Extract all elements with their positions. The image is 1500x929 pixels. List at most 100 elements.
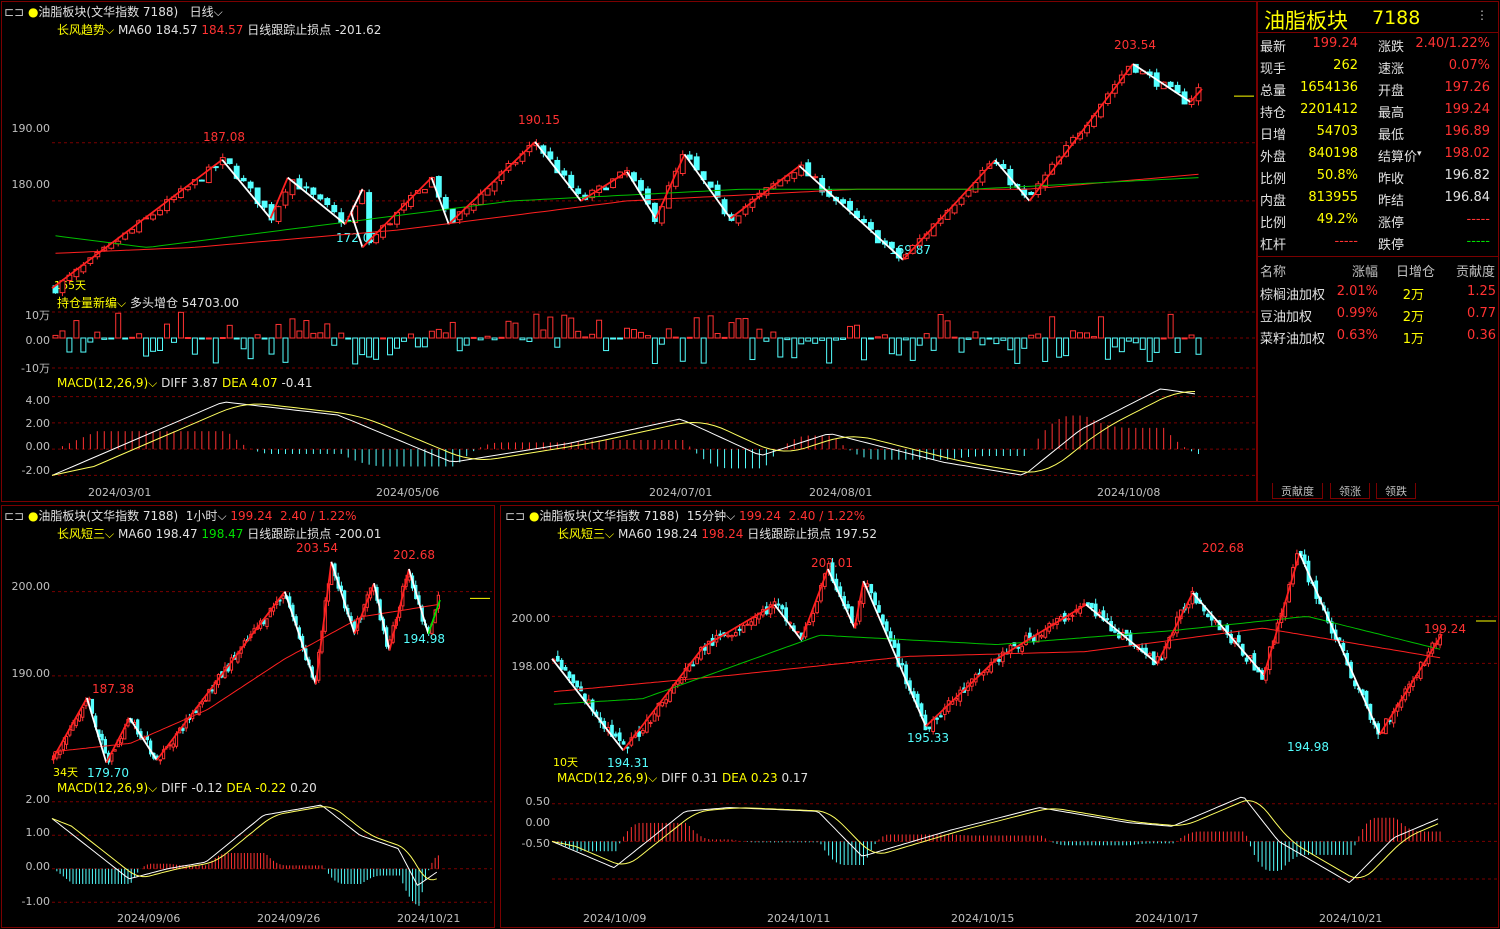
oi-bar xyxy=(575,330,582,339)
indicator-select[interactable]: 长风趋势⌵ xyxy=(57,23,115,37)
oi-bar xyxy=(296,330,303,339)
macd-tick: 4.00 xyxy=(25,394,51,407)
candle-body xyxy=(603,187,610,191)
ma-line-green xyxy=(553,616,1441,705)
indicator-select[interactable]: 长风短三⌵ xyxy=(57,527,115,541)
candle-body xyxy=(449,208,456,223)
tab-top-gainers[interactable]: 领涨 xyxy=(1330,483,1370,499)
candle-body xyxy=(873,592,877,606)
m15-chart-panel[interactable] xyxy=(500,505,1499,928)
window-toggle-icon[interactable]: ⊏⊐ xyxy=(505,509,526,523)
quote-label: 速涨 xyxy=(1378,62,1405,77)
candle-body xyxy=(648,721,653,724)
trough-label: 194.98 xyxy=(403,632,445,646)
oi-bar xyxy=(1014,337,1021,364)
candle-body xyxy=(958,197,965,205)
daily-macd-line: MACD(12,26,9)⌵ DIFF 3.87 DEA 4.07 -0.41 xyxy=(57,376,313,394)
candle-body xyxy=(1101,610,1106,621)
trend-line xyxy=(1298,552,1381,735)
hourly-macd-chart[interactable] xyxy=(51,795,492,909)
oi-bar xyxy=(561,314,568,339)
table-row[interactable]: 棕榈油加权 2.01% 2万 1.25 xyxy=(1260,284,1496,303)
m15-macd-chart[interactable] xyxy=(551,785,1498,909)
oi-chart[interactable] xyxy=(52,308,1256,372)
oi-bar xyxy=(637,331,644,339)
candle-body xyxy=(281,595,285,600)
oi-bar xyxy=(428,330,435,339)
oi-bar xyxy=(1077,332,1084,339)
tab-contribution[interactable]: 贡献度 xyxy=(1272,483,1323,499)
hourly-chart-panel[interactable] xyxy=(1,505,495,928)
oi-bar xyxy=(101,337,108,340)
oi-bar xyxy=(352,337,359,365)
settings-icon[interactable]: ⋮ xyxy=(1476,8,1488,22)
oi-bar xyxy=(986,337,993,340)
hourly-price-chart[interactable] xyxy=(51,541,492,777)
oi-bar xyxy=(902,337,909,341)
period-select[interactable]: 日线⌵ xyxy=(189,5,223,19)
trend-line xyxy=(86,697,108,763)
trend-line xyxy=(626,171,657,219)
trend-line xyxy=(430,177,450,225)
diff-line xyxy=(551,796,1439,884)
oi-indicator-select[interactable]: 持仓量新编⌵ xyxy=(57,296,127,310)
quote-value: 813955 xyxy=(1308,190,1358,205)
macd-select[interactable]: MACD(12,26,9)⌵ xyxy=(557,771,658,785)
tab-top-losers[interactable]: 领跌 xyxy=(1376,483,1416,499)
table-row[interactable]: 豆油加权 0.99% 2万 0.77 xyxy=(1260,306,1496,325)
candle-body xyxy=(559,659,564,670)
candle-body xyxy=(113,749,117,752)
candle-body xyxy=(737,628,742,631)
trend-line xyxy=(1378,633,1443,735)
macd-select[interactable]: MACD(12,26,9)⌵ xyxy=(57,376,158,390)
candle-body xyxy=(1093,603,1098,617)
daily-chart-panel[interactable] xyxy=(1,1,1257,502)
trend-line xyxy=(996,603,1087,660)
y-tick: 180.00 xyxy=(11,178,51,191)
quote-value: 197.26 xyxy=(1444,80,1491,95)
window-toggle-icon[interactable]: ⊏⊐ xyxy=(4,509,25,523)
oi-bar xyxy=(136,333,143,339)
period-select[interactable]: 1小时⌵ xyxy=(185,509,227,523)
oi-bar xyxy=(394,337,400,349)
oi-bar xyxy=(115,312,122,339)
candle-body xyxy=(1105,618,1110,621)
candle-body xyxy=(730,635,734,638)
quote-label: 开盘 xyxy=(1378,84,1405,99)
trough-label: 194.31 xyxy=(607,756,649,770)
ma-label: MA60 198.24 xyxy=(617,527,698,541)
daily-price-chart[interactable] xyxy=(51,38,1256,297)
quote-divider xyxy=(1258,32,1498,33)
date-tick: 2024/09/06 xyxy=(117,912,181,925)
ma-line-green xyxy=(55,177,1199,248)
daily-macd-chart[interactable] xyxy=(51,388,1256,482)
oi-bar xyxy=(568,317,575,339)
candle-body xyxy=(1063,145,1070,157)
candle-body xyxy=(896,643,901,667)
oi-bar xyxy=(728,322,735,339)
table-row[interactable]: 菜籽油加权 0.63% 1万 0.36 xyxy=(1260,328,1496,347)
dea-line xyxy=(551,800,1439,879)
m15-price-chart[interactable] xyxy=(551,541,1498,767)
candle-body xyxy=(181,728,185,731)
candle-body xyxy=(847,200,853,211)
trend-line xyxy=(622,646,705,751)
indicator-select[interactable]: 长风短三⌵ xyxy=(557,527,615,541)
oi-bar xyxy=(122,337,129,340)
candle-body xyxy=(1147,653,1152,656)
macd-select[interactable]: MACD(12,26,9)⌵ xyxy=(57,781,158,795)
oi-bar xyxy=(366,337,373,358)
candle-body xyxy=(706,640,711,655)
oi-bar xyxy=(1104,337,1111,360)
oi-bar xyxy=(847,325,854,339)
quote-label: 跌停 xyxy=(1378,238,1405,253)
period-select[interactable]: 15分钟⌵ xyxy=(686,509,736,523)
window-toggle-icon[interactable]: ⊏⊐ xyxy=(4,5,25,19)
trend-line xyxy=(902,159,996,261)
candle-body xyxy=(1016,646,1021,649)
quote-value: 199.24 xyxy=(1312,36,1359,51)
trend-line xyxy=(862,580,927,727)
oi-bar xyxy=(693,317,700,339)
oi-bar xyxy=(679,337,686,362)
trend-line xyxy=(373,582,391,651)
